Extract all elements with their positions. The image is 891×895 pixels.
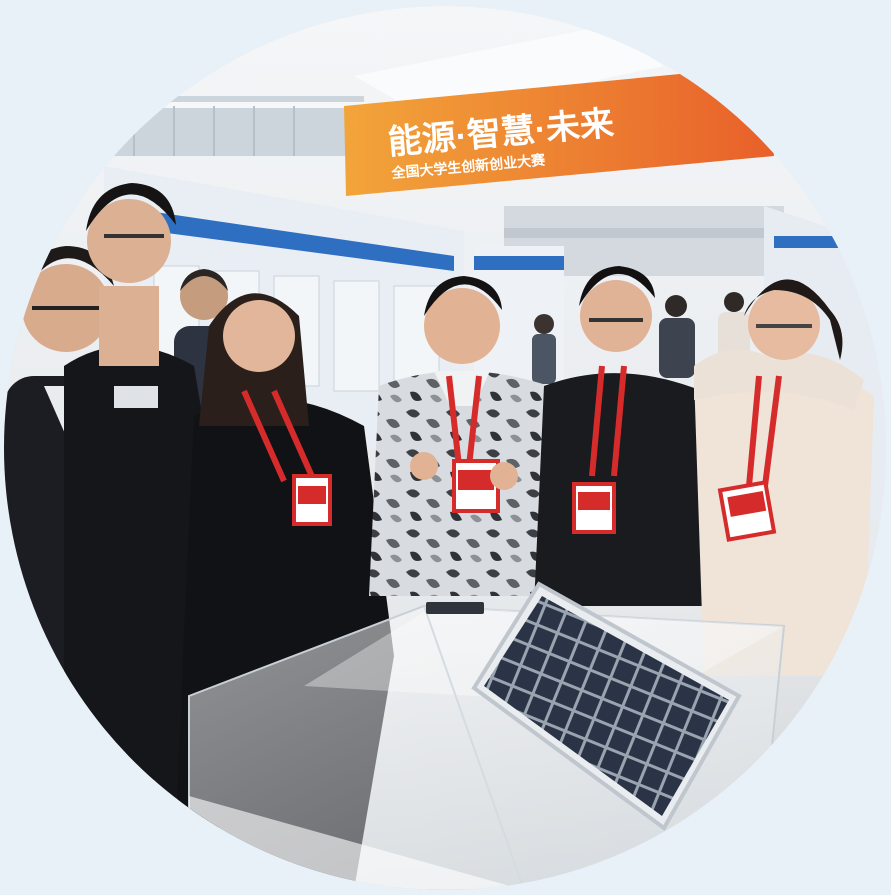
- photo-illustration: 能源·智慧·未来 全国大学生创新创业大赛: [4, 6, 886, 890]
- student-woman-right: [694, 279, 874, 676]
- event-banner: 能源·智慧·未来 全国大学生创新创业大赛: [344, 66, 774, 196]
- circular-photo: 能源·智慧·未来 全国大学生创新创业大赛: [4, 6, 886, 890]
- student-presenter-camo: [369, 276, 559, 596]
- solar-panel: [471, 581, 742, 831]
- phone-on-table: [426, 602, 484, 614]
- student-black-jacket: [534, 266, 714, 606]
